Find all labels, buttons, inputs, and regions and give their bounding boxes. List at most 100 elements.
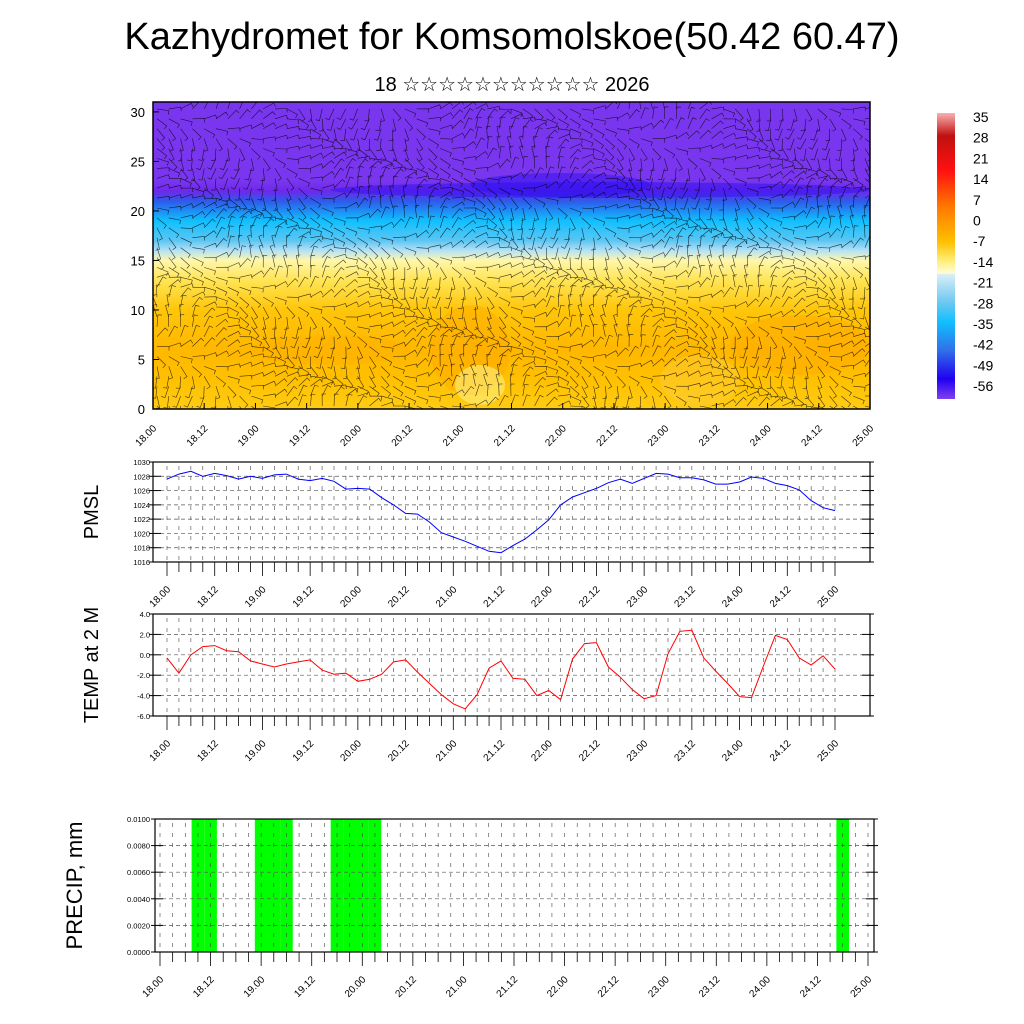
wind-barb [215,208,227,219]
wind-barb [428,187,439,199]
wind-barb [298,264,303,278]
wind-barb [637,178,643,191]
wind-barb [546,129,558,139]
wind-barb [664,236,674,248]
wind-barb [593,172,607,179]
wind-barb [380,257,387,271]
wind-barb [310,207,320,219]
wind-barb [369,267,378,280]
wind-barb [758,128,764,142]
wind-barb [345,138,353,152]
wind-barb [638,158,643,172]
wind-barb [379,175,385,189]
wind-barb [817,356,829,367]
wind-barb [381,356,393,366]
wind-barb [770,285,778,298]
wind-barb [605,102,618,110]
wind-barb [180,339,194,347]
wind-barb [269,244,276,258]
wind-barb [380,267,386,281]
wind-barb [616,148,625,162]
wind-barb [203,325,214,337]
wind-barb [404,315,418,321]
wind-barb [534,371,548,377]
wind-barb [451,267,462,279]
wind-barb [781,346,786,360]
wind-barb [380,247,391,259]
wind-barb [640,148,648,162]
y-tick-label: -2.0 [137,671,150,680]
wind-barb [782,270,795,278]
wind-barb [392,175,398,189]
wind-barb [369,195,376,209]
temp-panel: -6.0-4.0-2.00.02.04.018.00 18.12 19.00 19.1… [81,607,874,764]
wind-barb [605,184,619,189]
wind-barb [670,168,677,181]
wind-barb [428,228,440,238]
y-tick-label: 1022 [133,515,150,524]
wind-barb [227,296,239,308]
wind-barb [274,148,288,154]
wind-barb [487,296,495,310]
wind-barb [550,227,559,240]
wind-barb [546,166,555,179]
wind-barb [392,296,403,308]
wind-barb [852,195,859,209]
wind-barb [286,227,298,238]
plot-frame [154,818,875,953]
wind-barb [675,245,683,258]
wind-barb [475,384,484,397]
wind-barb [273,178,278,192]
wind-barb [451,187,464,196]
wind-barb [215,188,223,201]
wind-barb [207,158,217,170]
wind-barb [475,187,486,199]
wind-barb [439,215,448,228]
y-tick-label: -6.0 [137,712,150,721]
wind-barb [345,166,354,179]
wind-barb [230,168,240,180]
wind-barb [546,366,559,375]
wind-barb [864,326,870,331]
wind-barb [708,264,714,278]
wind-barb [215,296,228,305]
wind-barb [274,306,282,320]
wind-barb [652,306,665,313]
wind-barb [239,124,253,129]
x-tick-label: 18.00 [134,423,160,449]
wind-barb [581,281,595,288]
wind-barb [510,271,524,278]
wind-barb [333,138,344,150]
wind-barb [805,108,813,122]
wind-barb [676,335,689,340]
wind-barb [483,373,488,387]
wind-barb [723,389,736,397]
wind-barb [841,277,846,291]
wind-barb [699,129,712,139]
wind-barb [852,306,857,320]
wind-barb [251,361,265,367]
y-tick-label: 0.0 [140,651,150,660]
wind-barb [628,305,638,318]
wind-barb [794,395,805,407]
wind-barb [428,395,441,402]
wind-barb [286,134,300,139]
wind-barb [261,316,267,330]
wind-barb [622,396,630,409]
wind-barb [298,207,307,221]
y-tick-label: 0.0060 [127,868,150,877]
wind-barb [864,316,870,330]
wind-barb [298,374,312,379]
x-tick-label: 20.12 [386,738,412,764]
wind-barb [251,326,260,339]
wind-barb [215,386,221,400]
wind-barb [272,254,277,268]
wind-barb [251,213,265,219]
wind-barb [472,373,477,387]
wind-barb [239,102,243,110]
wind-barb [796,128,807,140]
wind-barb [330,336,335,350]
wind-barb [428,168,440,179]
wind-barb [475,137,485,149]
